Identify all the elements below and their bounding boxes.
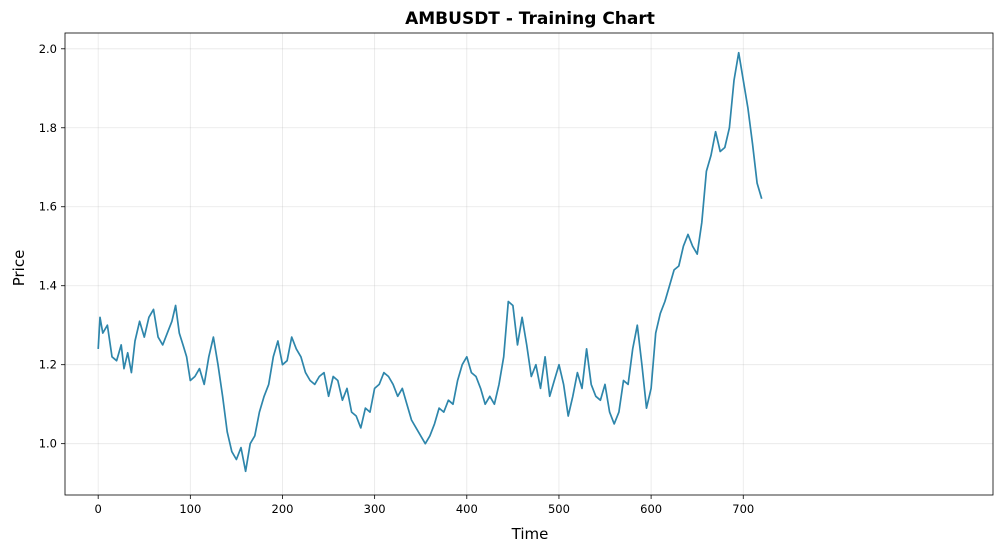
plot-area-frame bbox=[64, 32, 994, 496]
y-tick-label: 1.4 bbox=[39, 279, 57, 293]
y-tick-label: 1.6 bbox=[39, 200, 57, 214]
price-series-line bbox=[97, 51, 763, 473]
axis-ticks: 0 100 200 300 400 500 600 700 1.0 1.2 1.4 1.6 1.8 2.0 bbox=[39, 42, 755, 516]
x-tick-label: 200 bbox=[272, 502, 294, 516]
x-tick-label: 700 bbox=[732, 502, 754, 516]
x-axis-title: Time bbox=[511, 525, 549, 543]
grid bbox=[65, 33, 993, 495]
x-tick-label: 0 bbox=[95, 502, 102, 516]
x-tick-label: 500 bbox=[548, 502, 570, 516]
y-tick-label: 1.8 bbox=[39, 121, 57, 135]
chart-title: AMBUSDT - Training Chart bbox=[405, 9, 655, 29]
x-tick-label: 600 bbox=[640, 502, 662, 516]
x-tick-label: 300 bbox=[364, 502, 386, 516]
y-tick-label: 1.2 bbox=[39, 358, 57, 372]
x-tick-label: 100 bbox=[179, 502, 201, 516]
x-tick-label: 400 bbox=[456, 502, 478, 516]
y-axis-title: Price bbox=[10, 250, 28, 287]
y-tick-label: 2.0 bbox=[39, 42, 57, 56]
y-tick-label: 1.0 bbox=[39, 437, 57, 451]
